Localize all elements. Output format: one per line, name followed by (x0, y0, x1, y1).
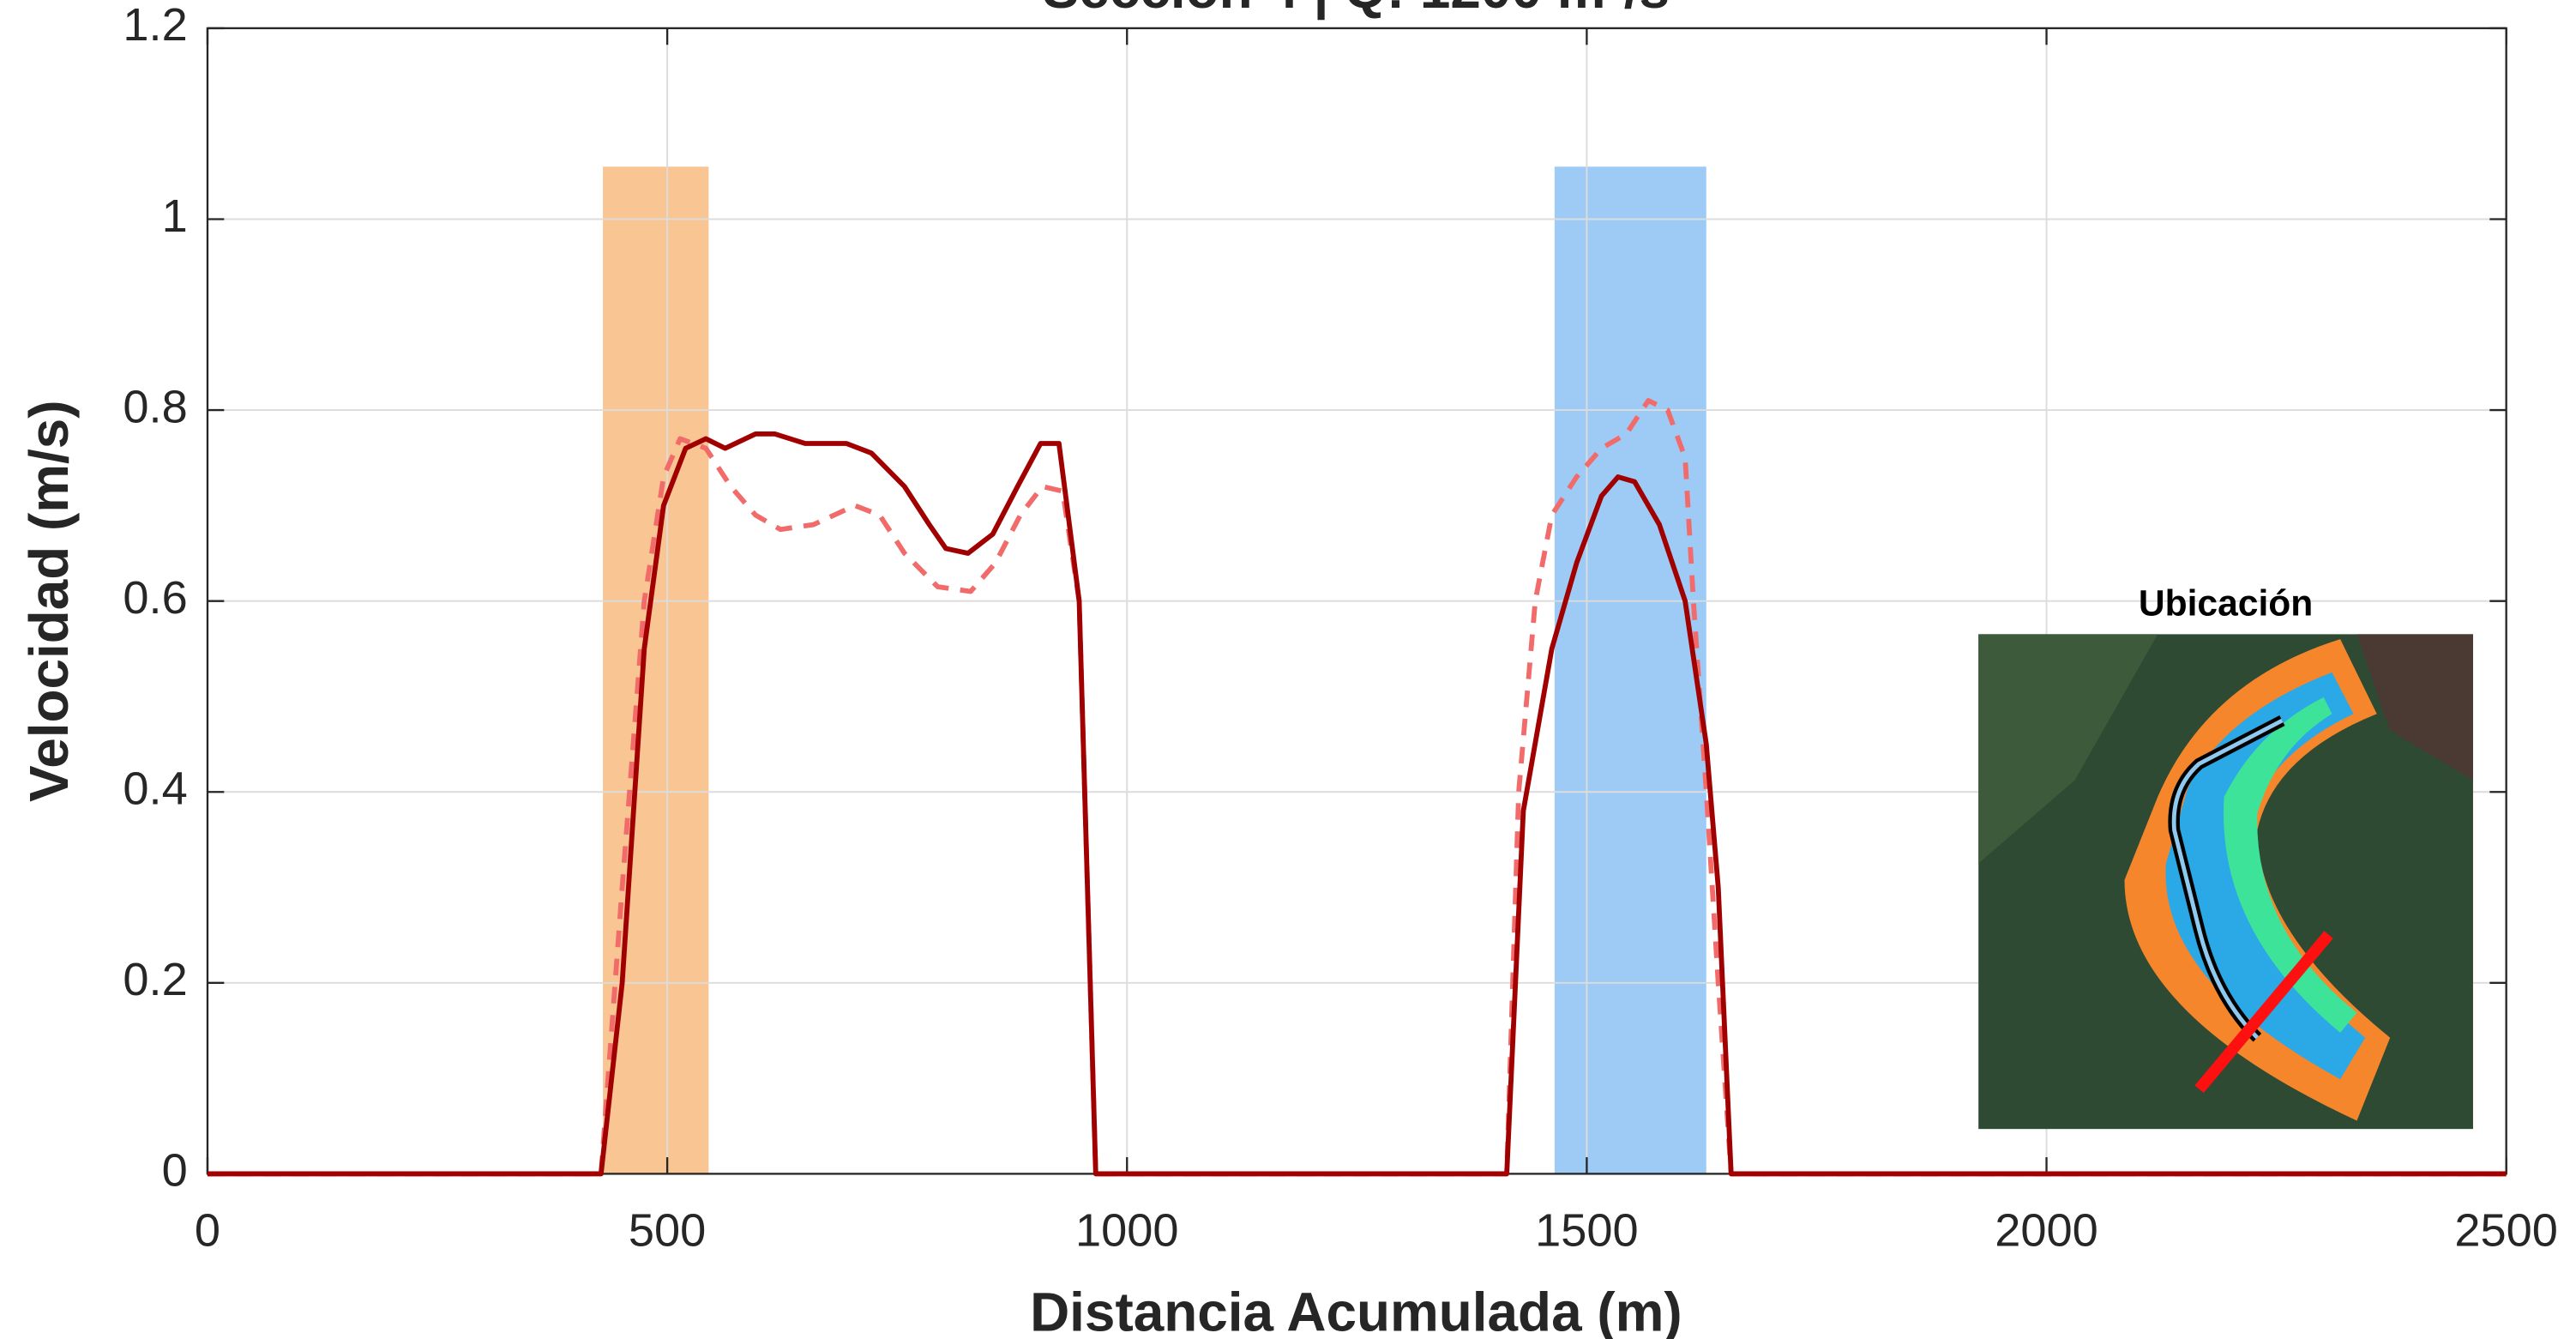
y-tick-label: 0 (162, 1145, 188, 1197)
x-tick-label: 500 (629, 1204, 706, 1256)
y-tick-label: 0.6 (123, 572, 187, 624)
x-tick-label: 1500 (1535, 1204, 1639, 1256)
data-line (207, 431, 2507, 1177)
highlight-band (1554, 166, 1706, 1174)
inset-title: Ubicación (2139, 583, 2313, 624)
x-tick-label: 0 (195, 1204, 220, 1256)
terrain (1978, 634, 2158, 864)
terrain (2356, 634, 2473, 781)
location-inset: Ubicación (1978, 583, 2473, 1130)
river-velocity (2224, 697, 2357, 1033)
y-tick-label: 0.4 (123, 763, 187, 815)
y-tick-label: 1.2 (123, 0, 187, 51)
x-tick-label: 1000 (1075, 1204, 1179, 1256)
y-tick-label: 0.8 (123, 381, 187, 432)
y-axis-label: Velocidad (m/s) (18, 400, 80, 801)
x-tick-label: 2500 (2454, 1204, 2558, 1256)
x-axis-label: Distancia Acumulada (m) (1030, 1282, 1682, 1339)
channel-line (2171, 718, 2284, 1040)
y-tick-label: 1 (162, 190, 188, 242)
plot-area: 0 0.2 0.4 0.6 0.8 1 1.2 0 500 1000 1500 2000 2500 (123, 0, 2558, 1256)
data-line (207, 398, 2507, 1177)
chart-title: Sección 4 | Q: 1200 m³/s (1043, 0, 1670, 20)
section-line (2194, 931, 2333, 1094)
y-tick-label: 0.2 (123, 954, 187, 1005)
x-tick-label: 2000 (1995, 1204, 2098, 1256)
